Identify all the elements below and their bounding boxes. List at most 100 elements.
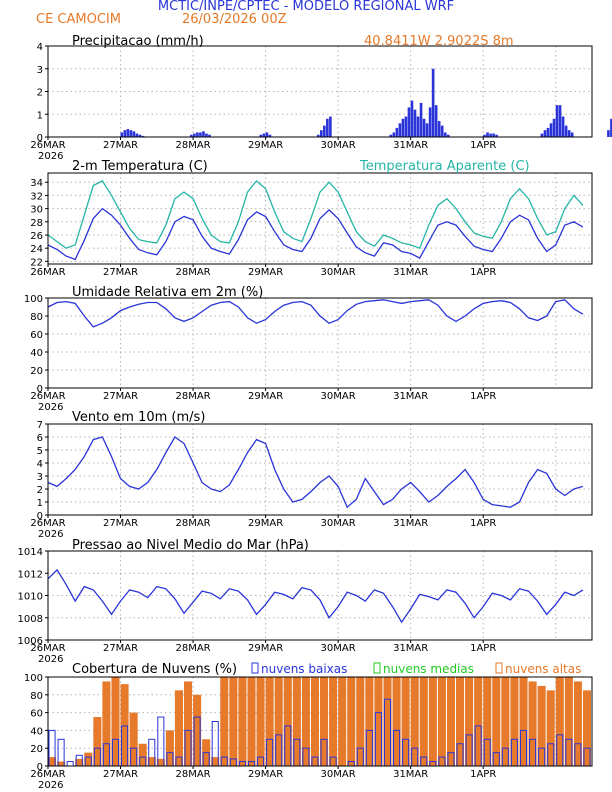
- precip-bar: [440, 125, 444, 137]
- panel-cloud: 0 20 40 60 80 100 26MAR 27MAR 28MAR 29MAR 30MAR 31M…: [24, 662, 593, 791]
- x-tick-label: 27MAR: [103, 267, 138, 278]
- series-line: [47, 179, 584, 250]
- legend-label: nuvens baixas: [261, 662, 347, 676]
- y-tick-label: 3: [37, 472, 43, 483]
- x-tick-label: 26MAR: [30, 518, 65, 529]
- cloud-high-bar: [401, 677, 410, 766]
- precip-bar: [486, 132, 489, 137]
- cloud-high-bar: [528, 681, 537, 766]
- precip-bar: [543, 130, 547, 137]
- cloud-high-bar: [465, 677, 474, 766]
- panel-title: 2-m Temperatura (C): [72, 159, 208, 174]
- precip-bar: [540, 133, 544, 137]
- precip-bar: [407, 107, 411, 137]
- y-tick-label: 4: [37, 459, 43, 470]
- precip-bar: [205, 133, 208, 137]
- cloud-high-bar: [329, 677, 338, 766]
- precip-bar: [190, 134, 193, 137]
- y-tick-label: 6: [37, 433, 43, 444]
- legend-swatch: [251, 662, 259, 674]
- panel-title: Precipitacao (mm/h): [72, 34, 204, 49]
- x-tick-label: 31MAR: [393, 391, 428, 402]
- precip-bar: [610, 118, 612, 137]
- precip-bar: [398, 123, 402, 137]
- precip-bar: [395, 127, 399, 137]
- panel-wind: 0 1 2 3 4 5 6 7 26MAR 27MAR 28MAR 29MAR 30MAR 31MAR 1A…: [30, 410, 593, 540]
- cloud-high-bar: [156, 758, 165, 766]
- x-tick-label: 30MAR: [321, 391, 356, 402]
- precip-bar: [268, 134, 272, 137]
- x-tick-label: 27MAR: [103, 140, 138, 151]
- precip-bar: [492, 133, 495, 137]
- x-tick-label: 29MAR: [248, 140, 283, 151]
- x-tick-label: 27MAR: [103, 391, 138, 402]
- panel-pres: 1006 1008 1010 1012 1014 26MAR 27MAR 28MAR 29MAR…: [18, 538, 593, 665]
- precip-bar: [549, 123, 553, 137]
- y-tick-label: 26: [30, 231, 43, 242]
- precip-bar: [422, 118, 426, 137]
- x-year-label: 2026: [38, 780, 63, 791]
- plot-frame: [47, 676, 593, 767]
- precip-bar: [489, 133, 492, 137]
- x-tick-label: 26MAR: [30, 769, 65, 780]
- x-year-label: 2026: [38, 151, 63, 162]
- x-tick-label: 1APR: [470, 140, 496, 151]
- precip-bar: [419, 102, 423, 137]
- x-tick-label: 30MAR: [321, 518, 356, 529]
- y-tick-label: 2: [37, 88, 43, 99]
- y-tick-label: 60: [30, 330, 43, 341]
- series-line: [47, 299, 584, 328]
- x-tick-label: 26MAR: [30, 267, 65, 278]
- cloud-high-bar: [129, 712, 138, 766]
- x-tick-label: 27MAR: [103, 643, 138, 654]
- precip-bar: [564, 125, 568, 137]
- cloud-high-bar: [474, 677, 483, 766]
- cloud-high-bar: [537, 685, 546, 766]
- precip-bar: [413, 109, 417, 137]
- cloud-high-bar: [356, 677, 365, 766]
- y-tick-label: 32: [30, 191, 43, 202]
- y-tick-label: 7: [37, 420, 43, 431]
- precip-bar: [120, 132, 124, 137]
- precip-bar: [570, 132, 574, 137]
- precip-bar: [132, 131, 136, 137]
- cloud-high-bar: [292, 677, 301, 766]
- cloud-high-bar: [93, 717, 102, 766]
- precip-bar: [202, 131, 205, 137]
- series-line: [47, 568, 584, 624]
- y-tick-label: 1012: [18, 569, 43, 580]
- panel-rh: 0 20 40 60 80 100 26MAR 27MAR 28MAR 29MAR 30MAR 31M…: [24, 285, 593, 413]
- plot-frame: [47, 550, 593, 641]
- cloud-high-bar: [75, 758, 84, 766]
- y-tick-label: 80: [30, 312, 43, 323]
- cloud-high-bar: [48, 757, 57, 766]
- cloud-high-bar: [211, 757, 220, 766]
- y-tick-label: 22: [30, 257, 43, 268]
- x-tick-label: 29MAR: [248, 518, 283, 529]
- x-tick-label: 26MAR: [30, 391, 65, 402]
- station-name: CE CAMOCIM: [36, 12, 121, 27]
- cloud-high-bar: [338, 677, 347, 766]
- series-line: [47, 207, 584, 261]
- precip-bar: [323, 125, 326, 137]
- panel-precip: 0 1 2 3 4 26MAR 27MAR 28MAR 29MAR 30MAR 31MAR 1APR 2…: [30, 34, 612, 162]
- x-tick-label: 31MAR: [393, 643, 428, 654]
- y-tick-label: 1014: [18, 547, 43, 558]
- y-tick-label: 0: [37, 133, 43, 144]
- cloud-high-bar: [564, 677, 573, 766]
- x-tick-label: 31MAR: [393, 140, 428, 151]
- plot-frame: [47, 423, 593, 516]
- cloud-high-bar: [582, 690, 591, 766]
- cloud-high-bar: [428, 677, 437, 766]
- cloud-high-bar: [573, 681, 582, 766]
- cloud-high-bar: [501, 677, 510, 766]
- cloud-high-bar: [301, 677, 310, 766]
- y-tick-label: 1: [37, 498, 43, 509]
- precip-bar: [567, 130, 571, 137]
- x-tick-label: 29MAR: [248, 391, 283, 402]
- x-tick-label: 28MAR: [175, 769, 210, 780]
- cloud-high-bar: [456, 677, 465, 766]
- precip-bar: [262, 133, 266, 137]
- y-tick-label: 24: [30, 244, 43, 255]
